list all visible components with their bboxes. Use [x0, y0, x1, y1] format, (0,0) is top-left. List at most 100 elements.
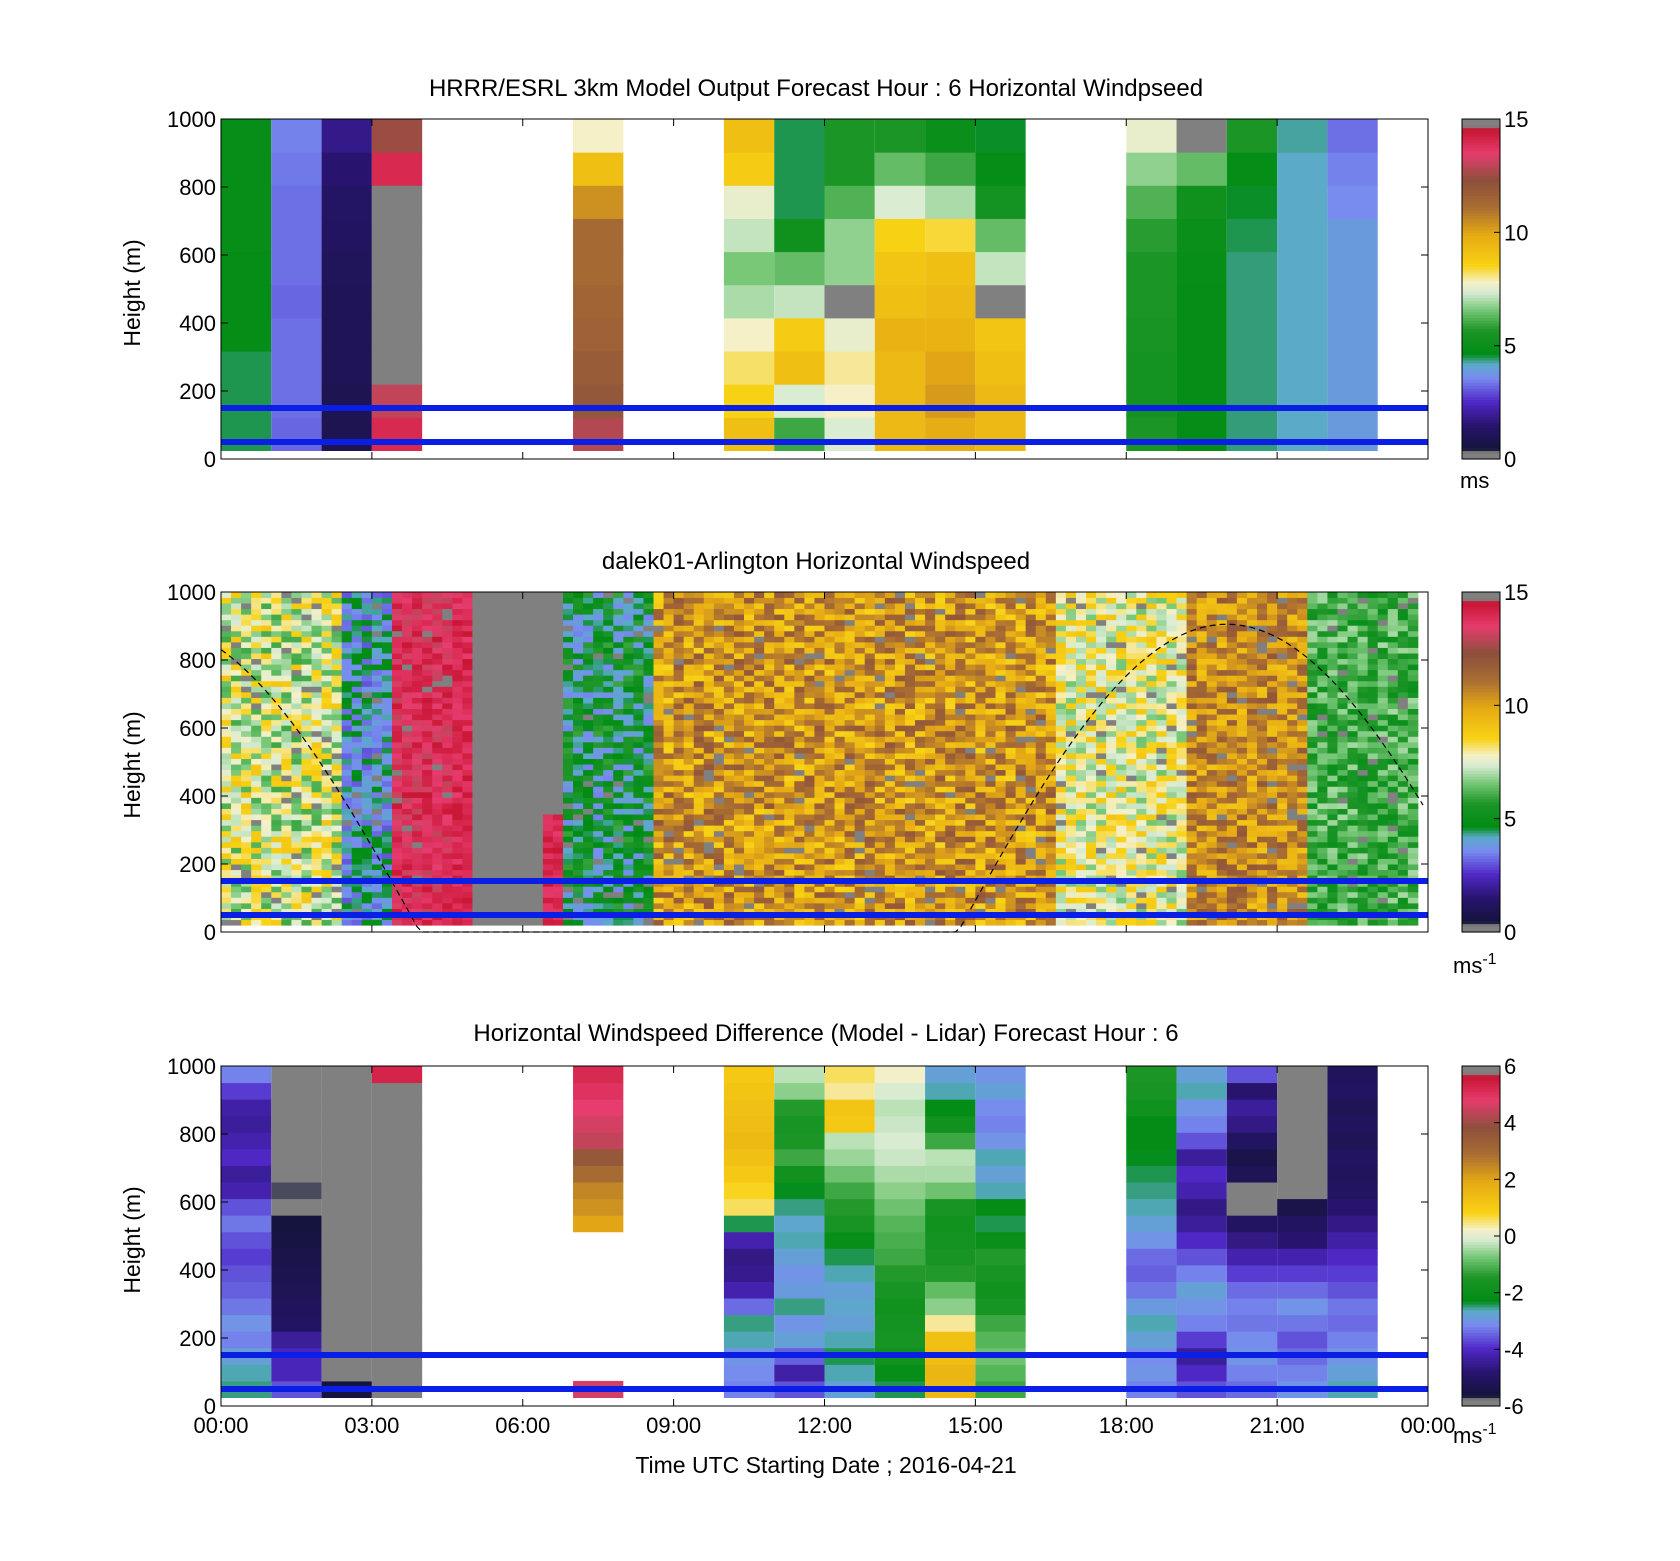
heatmap-cell — [854, 786, 866, 793]
heatmap-cell — [241, 675, 252, 682]
heatmap-cell — [391, 791, 403, 798]
heatmap-cell — [593, 614, 604, 621]
heatmap-cell — [351, 664, 363, 671]
heatmap-cell — [1327, 284, 1378, 319]
heatmap-cell — [804, 858, 815, 865]
heatmap-cell — [552, 708, 564, 715]
heatmap-cell — [412, 825, 423, 832]
heatmap-cell — [673, 708, 685, 715]
heatmap-cell — [462, 791, 473, 798]
heatmap-cell — [462, 603, 473, 610]
heatmap-cell — [291, 653, 302, 660]
heatmap-cell — [693, 886, 705, 893]
heatmap-cell — [864, 697, 876, 704]
heatmap-cell — [683, 636, 695, 643]
heatmap-cell — [552, 664, 564, 671]
heatmap-cell — [482, 825, 493, 832]
heatmap-cell — [271, 858, 282, 865]
heatmap-cell — [834, 891, 846, 898]
heatmap-cell — [864, 686, 876, 693]
heatmap-cell — [462, 769, 473, 776]
heatmap-cell — [331, 614, 343, 621]
heatmap-cell — [744, 869, 755, 876]
heatmap-cell — [573, 697, 584, 704]
heatmap-cell — [824, 769, 835, 776]
heatmap-cell — [824, 592, 835, 598]
heatmap-cell — [482, 803, 493, 809]
heatmap-cell — [925, 853, 936, 859]
heatmap-cell — [301, 775, 312, 782]
heatmap-cell — [804, 786, 815, 793]
heatmap-cell — [271, 185, 322, 219]
heatmap-cell — [281, 758, 292, 765]
heatmap-cell — [935, 597, 946, 604]
heatmap-cell — [925, 891, 936, 898]
heatmap-cell — [603, 886, 614, 893]
heatmap-cell — [462, 658, 473, 665]
heatmap-cell — [241, 919, 252, 926]
heatmap-cell — [744, 864, 755, 871]
heatmap-cell — [754, 714, 765, 721]
heatmap-cell — [723, 658, 735, 665]
heatmap-cell — [321, 791, 333, 798]
heatmap-cell — [301, 625, 312, 632]
colorbar-segment — [1462, 283, 1500, 287]
heatmap-cell — [754, 719, 765, 726]
heatmap-cell — [814, 747, 825, 754]
heatmap-cell — [915, 719, 926, 726]
heatmap-cell — [301, 614, 312, 621]
heatmap-cell — [1226, 284, 1278, 319]
colorbar-segment — [1462, 413, 1500, 418]
heatmap-cell — [532, 897, 544, 904]
heatmap-cell — [271, 417, 322, 451]
heatmap-cell — [522, 658, 534, 665]
heatmap-cell — [975, 669, 986, 676]
heatmap-cell — [241, 864, 252, 871]
heatmap-cell — [945, 836, 956, 843]
heatmap-cell — [231, 730, 242, 737]
heatmap-cell — [271, 825, 282, 832]
heatmap-cell — [502, 753, 514, 759]
heatmap-cell — [402, 808, 413, 815]
heatmap-cell — [733, 886, 745, 893]
heatmap-cell — [321, 251, 372, 286]
heatmap-cell — [713, 847, 725, 854]
heatmap-cell — [854, 864, 866, 871]
heatmap-cell — [331, 891, 343, 898]
heatmap-cell — [552, 653, 564, 660]
heatmap-cell — [291, 814, 302, 821]
heatmap-cell — [653, 675, 664, 682]
heatmap-cell — [221, 814, 232, 821]
heatmap-cell — [391, 769, 403, 776]
heatmap-cell — [281, 608, 292, 615]
heatmap-cell — [542, 803, 554, 809]
heatmap-cell — [633, 697, 644, 704]
heatmap-cell — [713, 841, 725, 848]
heatmap-cell — [794, 641, 805, 648]
heatmap-cell — [221, 351, 272, 385]
heatmap-cell — [221, 218, 272, 253]
heatmap-cell — [221, 625, 232, 632]
heatmap-cell — [965, 891, 976, 898]
heatmap-cell — [462, 680, 473, 687]
heatmap-cell — [603, 741, 614, 748]
panel-model: HRRR/ESRL 3km Model Output Forecast Hour… — [119, 75, 1528, 493]
colorbar-segment — [1462, 422, 1500, 426]
heatmap-cell — [472, 653, 483, 660]
heatmap-cell — [864, 758, 876, 765]
heatmap-cell — [663, 841, 675, 848]
heatmap-cell — [422, 619, 433, 626]
heatmap-cell — [512, 819, 524, 826]
heatmap-cell — [794, 814, 805, 821]
heatmap-cell — [723, 891, 735, 898]
heatmap-cell — [402, 714, 413, 721]
heatmap-cell — [925, 814, 936, 821]
heatmap-cell — [713, 636, 725, 643]
heatmap-cell — [945, 703, 956, 710]
heatmap-cell — [492, 869, 504, 876]
heatmap-cell — [874, 691, 886, 698]
heatmap-cell — [562, 730, 574, 737]
heatmap-cell — [301, 719, 312, 726]
heatmap-cell — [532, 625, 544, 632]
heatmap-cell — [925, 764, 936, 771]
